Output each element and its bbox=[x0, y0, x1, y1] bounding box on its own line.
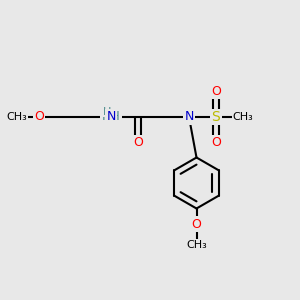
Text: O: O bbox=[211, 136, 221, 149]
Text: CH₃: CH₃ bbox=[186, 240, 207, 250]
Text: CH₃: CH₃ bbox=[232, 112, 254, 122]
Text: O: O bbox=[133, 136, 143, 149]
Text: NH: NH bbox=[102, 110, 120, 124]
Text: CH₃: CH₃ bbox=[6, 112, 27, 122]
Text: N: N bbox=[106, 110, 116, 124]
Text: O: O bbox=[34, 110, 44, 124]
Text: O: O bbox=[211, 85, 221, 98]
Text: O: O bbox=[192, 218, 201, 231]
Text: H: H bbox=[103, 106, 112, 117]
Text: N: N bbox=[184, 110, 194, 124]
Text: S: S bbox=[212, 110, 220, 124]
